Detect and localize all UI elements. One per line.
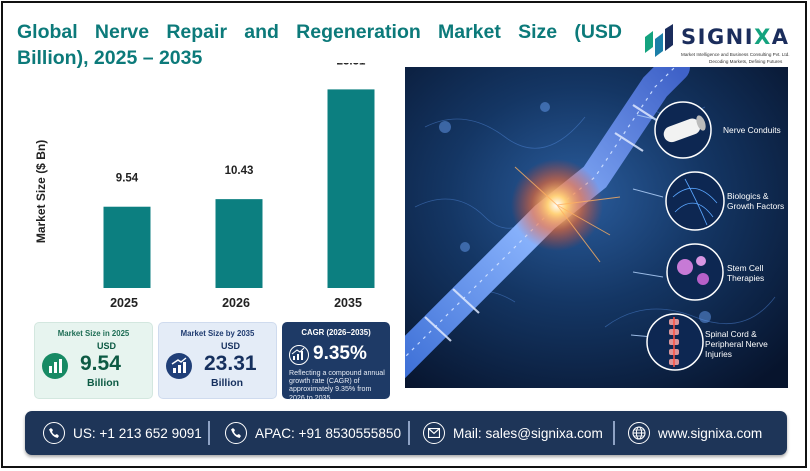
kpi-unit: Billion <box>211 377 244 389</box>
y-axis-label: Market Size ($ Bn) <box>34 140 48 243</box>
trend-chart-icon <box>166 353 192 379</box>
mail-icon <box>423 422 445 444</box>
bar-chart-icon <box>42 353 68 379</box>
label-nerve-conduits: Nerve Conduits <box>723 125 781 135</box>
bar-2035 <box>327 89 375 288</box>
market-size-bar-chart: Market Size ($ Bn) 9.54 2025 10.43 2026 23.31… <box>34 63 375 310</box>
contact-footer: US: +1 213 652 9091 APAC: +91 8530555850… <box>25 411 787 455</box>
title-line-2: Billion), 2025 – 2035 <box>17 47 203 69</box>
signixa-logo-mark-icon <box>645 24 673 57</box>
label-spinal-cord: Spinal Cord & Peripheral Nerve Injuries <box>705 329 768 359</box>
x-tick-label-2035: 2035 <box>334 296 362 310</box>
kpi-description: Reflecting a compound annual growth rate… <box>289 369 385 402</box>
signixa-logo: SIGNIXA Market Intelligence and Business… <box>641 23 799 69</box>
bar-2026 <box>215 199 263 288</box>
kpi-currency: USD <box>221 341 241 351</box>
kpi-heading: CAGR (2026–2035) <box>301 328 371 337</box>
footer-apac-phone[interactable]: APAC: +91 8530555850 <box>225 411 401 455</box>
footer-mail-text: Mail: sales@signixa.com <box>453 425 603 441</box>
nerve-fiber-artwork <box>405 67 788 388</box>
data-label-2026: 10.43 <box>225 165 254 177</box>
footer-us-phone[interactable]: US: +1 213 652 9091 <box>43 411 202 455</box>
kpi-card-cagr: CAGR (2026–2035) 9.35% Reflecting a comp… <box>282 322 390 402</box>
footer-divider <box>208 421 210 445</box>
kpi-unit: Billion <box>87 377 120 389</box>
bar-2025 <box>103 206 151 288</box>
kpi-card-2025: Market Size in 2025 USD 9.54 Billion <box>34 322 153 399</box>
logo-subtitle: Market Intelligence and Business Consult… <box>681 52 790 57</box>
logo-wordmark: SIGNIXA <box>681 25 790 49</box>
label-stem-cell: Stem Cell Therapies <box>727 263 765 283</box>
kpi-heading: Market Size in 2025 <box>57 329 130 338</box>
data-label-2035: 23.31 <box>337 63 366 67</box>
footer-us-text: US: +1 213 652 9091 <box>73 425 202 441</box>
kpi-value: 23.31 <box>204 352 257 375</box>
kpi-value: 9.35% <box>313 343 367 364</box>
logo-tagline: Decoding Markets, Defining Futures <box>709 59 783 64</box>
data-label-2025: 9.54 <box>116 173 139 185</box>
kpi-card-2035: Market Size by 2035 USD 23.31 Billion <box>158 322 277 399</box>
globe-icon <box>628 422 650 444</box>
kpi-currency: USD <box>97 341 117 351</box>
phone-icon <box>43 422 65 444</box>
footer-apac-text: APAC: +91 8530555850 <box>255 425 401 441</box>
growth-chart-icon <box>289 345 309 365</box>
title-line-1: Global Nerve Repair and Regeneration Mar… <box>17 21 622 43</box>
footer-divider <box>408 421 410 445</box>
footer-mail[interactable]: Mail: sales@signixa.com <box>423 411 603 455</box>
page-title: Global Nerve Repair and Regeneration Mar… <box>17 19 622 71</box>
nerve-regeneration-illustration: Nerve Conduits Biologics & Growth Factor… <box>405 67 788 388</box>
kpi-heading: Market Size by 2035 <box>180 329 255 338</box>
kpi-value: 9.54 <box>80 352 121 375</box>
phone-icon <box>225 422 247 444</box>
footer-website[interactable]: www.signixa.com <box>628 411 762 455</box>
footer-website-text: www.signixa.com <box>658 425 763 441</box>
label-biologics: Biologics & Growth Factors <box>727 191 785 211</box>
x-tick-label-2025: 2025 <box>110 296 138 310</box>
footer-divider <box>613 421 615 445</box>
x-tick-label-2026: 2026 <box>222 296 250 310</box>
